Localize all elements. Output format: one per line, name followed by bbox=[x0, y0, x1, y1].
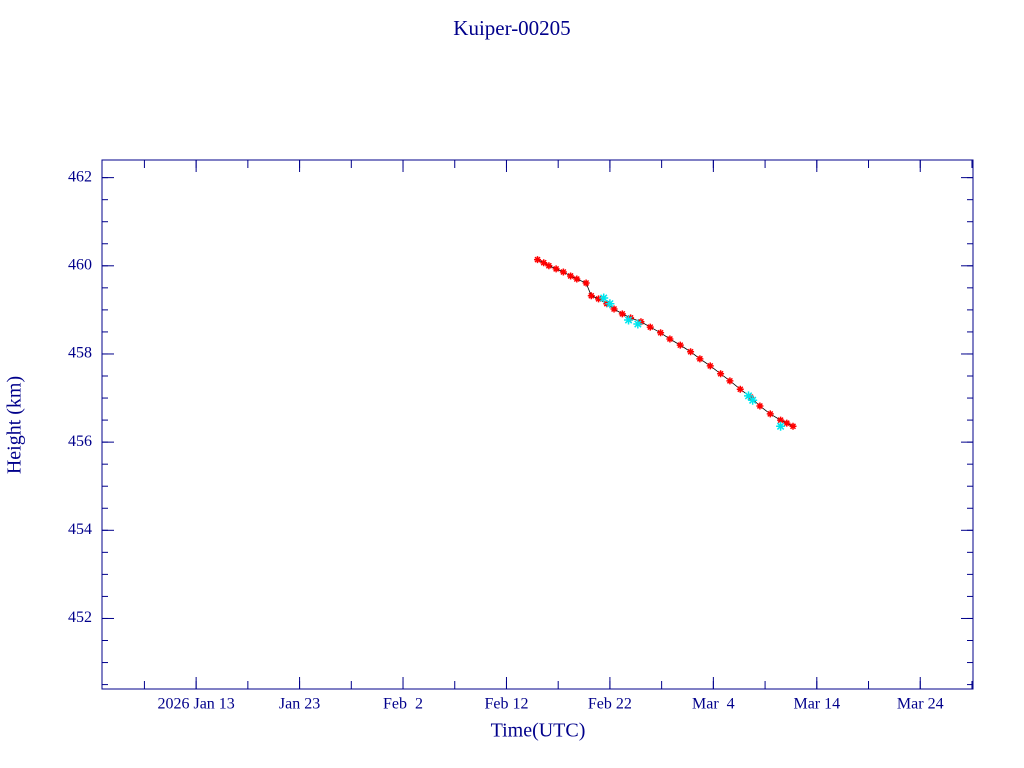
data-point bbox=[736, 385, 744, 393]
data-point bbox=[777, 416, 785, 424]
data-point bbox=[618, 310, 626, 318]
y-tick-label: 452 bbox=[68, 609, 92, 626]
y-tick-label: 460 bbox=[68, 256, 92, 273]
data-point bbox=[587, 292, 595, 300]
data-point bbox=[776, 421, 786, 431]
data-point bbox=[599, 293, 609, 303]
data-point bbox=[567, 272, 575, 280]
data-point bbox=[726, 377, 734, 385]
data-point bbox=[534, 256, 541, 264]
data-point bbox=[605, 299, 615, 309]
data-point bbox=[595, 295, 603, 303]
x-tick-label: Mar 4 bbox=[692, 696, 735, 713]
data-point bbox=[696, 355, 704, 363]
y-axis-label: Height (km) bbox=[4, 376, 26, 474]
data-point bbox=[610, 305, 618, 313]
x-tick-label: Mar 24 bbox=[897, 696, 944, 713]
data-point bbox=[783, 419, 791, 427]
data-point bbox=[744, 391, 754, 401]
x-axis-label: Time(UTC) bbox=[491, 720, 586, 742]
data-point bbox=[706, 362, 714, 370]
data-point bbox=[657, 329, 665, 337]
plot-frame bbox=[101, 159, 974, 690]
x-tick-label: Jan 23 bbox=[279, 696, 320, 713]
x-tick-label: Feb 12 bbox=[484, 696, 528, 713]
data-point bbox=[540, 259, 548, 267]
data-point bbox=[666, 335, 674, 343]
y-tick-label: 462 bbox=[68, 168, 92, 185]
data-point bbox=[633, 319, 643, 329]
y-tick-label: 458 bbox=[68, 345, 92, 362]
data-point bbox=[687, 348, 695, 356]
data-point bbox=[766, 410, 774, 418]
data-point bbox=[552, 265, 560, 273]
data-point bbox=[748, 395, 758, 405]
data-point bbox=[789, 422, 797, 430]
data-point bbox=[756, 402, 764, 410]
data-point bbox=[624, 315, 634, 325]
data-point bbox=[676, 341, 684, 349]
data-point bbox=[717, 370, 725, 378]
x-tick-label: Mar 14 bbox=[793, 696, 840, 713]
data-point bbox=[582, 279, 590, 287]
data-point bbox=[573, 275, 581, 283]
x-tick-label: Feb 2 bbox=[383, 696, 423, 713]
x-tick-label: Feb 22 bbox=[588, 696, 632, 713]
data-point bbox=[559, 268, 567, 276]
data-point bbox=[646, 323, 654, 331]
x-tick-label: 2026 Jan 13 bbox=[157, 696, 234, 713]
data-point bbox=[545, 262, 553, 270]
chart-title: Kuiper-00205 bbox=[453, 16, 570, 40]
y-tick-label: 456 bbox=[68, 433, 92, 450]
y-tick-label: 454 bbox=[68, 521, 92, 538]
